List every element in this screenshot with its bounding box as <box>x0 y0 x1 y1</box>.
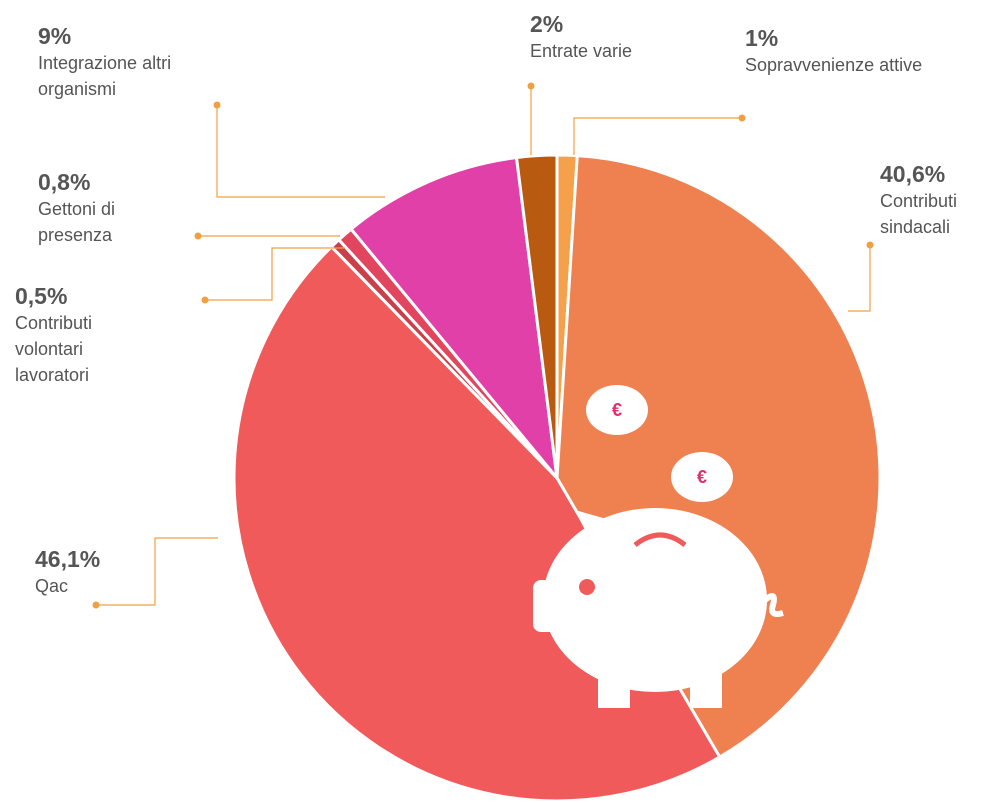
pig-snout <box>533 580 573 632</box>
slice-percent: 9% <box>38 23 72 49</box>
pig-eye <box>579 579 595 595</box>
leader-line <box>205 247 345 301</box>
leader-dot <box>194 232 202 240</box>
leader-line <box>573 117 742 155</box>
leader-line <box>216 105 385 198</box>
slice-percent: 40,6% <box>880 161 946 187</box>
slice-name: Integrazione altri organismi <box>38 53 172 99</box>
coin <box>671 452 733 502</box>
slice-name: Gettoni di presenza <box>38 199 116 245</box>
slice-name: Contributi volontari lavoratori <box>15 313 93 385</box>
slice-percent: 1% <box>745 25 779 51</box>
coin-symbol: € <box>612 400 622 420</box>
slice-name: Contributi sindacali <box>880 191 958 237</box>
slice-percent: 0,8% <box>38 169 91 195</box>
leader-dot <box>213 101 221 109</box>
slice-percent: 2% <box>530 11 564 37</box>
slice-label: 0,8% Gettoni di presenza <box>38 168 148 248</box>
leader-dot <box>201 296 209 304</box>
slice-label: 46,1% Qac <box>35 545 145 599</box>
slice-name: Qac <box>35 576 69 596</box>
leader-dot <box>92 601 100 609</box>
pie <box>232 153 882 803</box>
pie-slice <box>514 153 559 479</box>
slice-label: 0,5% Contributi volontari lavoratori <box>15 282 115 388</box>
leader-dot <box>738 114 746 122</box>
pie-slice <box>348 155 560 483</box>
piggy-bank-icon: € € <box>533 385 784 708</box>
pig-tail <box>763 593 784 617</box>
slice-label: 2% Entrate varie <box>530 10 710 64</box>
slice-name: Sopravvenienze attive <box>745 55 923 75</box>
leader-line <box>96 537 218 606</box>
coin-symbol: € <box>697 467 707 487</box>
leader-lines <box>92 82 874 609</box>
slice-name: Entrate varie <box>530 41 633 61</box>
leader-line <box>848 245 871 312</box>
slice-percent: 0,5% <box>15 283 68 309</box>
pig-slot <box>633 532 687 548</box>
slice-percent: 46,1% <box>35 546 101 572</box>
slice-label: 1% Sopravvenienze attive <box>745 24 925 78</box>
leader-dot <box>866 241 874 249</box>
coin <box>586 385 648 435</box>
pig-leg <box>598 660 630 708</box>
pig-ear <box>575 510 610 560</box>
slice-label: 9% Integrazione altri organismi <box>38 22 238 102</box>
slice-label: 40,6% Contributi sindacali <box>880 160 990 240</box>
leader-dot <box>527 82 535 90</box>
pig-leg <box>690 660 722 708</box>
